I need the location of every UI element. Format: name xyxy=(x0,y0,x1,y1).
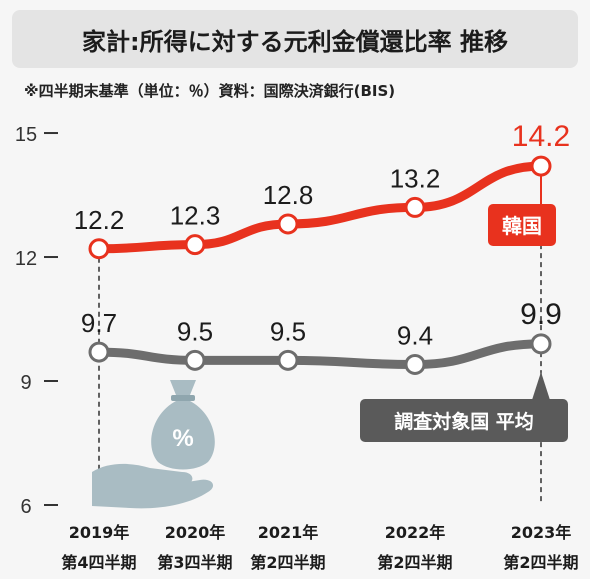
x-label-quarter: 第2四半期 xyxy=(250,553,325,572)
legend-box-korea xyxy=(488,204,556,246)
legend-label-korea: 韓国 xyxy=(502,214,542,238)
chart-title: 家計:所得に対する元利金償還比率 推移 xyxy=(82,27,508,56)
data-label: 9.9 xyxy=(520,298,562,331)
data-point xyxy=(530,155,552,177)
x-label-year: 2021年 xyxy=(258,523,319,542)
x-label-quarter: 第2四半期 xyxy=(377,553,452,572)
x-label-year: 2019年 xyxy=(69,523,130,542)
data-point xyxy=(404,353,426,375)
y-tick-label: 15 xyxy=(15,124,37,146)
y-tick-label: 9 xyxy=(20,372,31,394)
y-tick-label: 12 xyxy=(15,248,37,270)
series-line-average xyxy=(94,339,546,369)
data-label: 12.2 xyxy=(74,205,125,235)
vertical-guides xyxy=(98,226,542,505)
x-label-year: 2022年 xyxy=(385,523,446,542)
data-label: 13.2 xyxy=(390,163,441,193)
money-bag-hand-icon: % xyxy=(92,380,215,509)
data-label: 9.4 xyxy=(397,320,433,350)
x-label-year: 2023年 xyxy=(511,523,572,542)
legend-label-average: 調査対象国 平均 xyxy=(394,410,534,433)
data-point xyxy=(277,213,299,235)
data-point xyxy=(88,238,110,260)
data-point xyxy=(530,333,552,355)
y-axis: 15 12 9 6 xyxy=(15,124,58,518)
data-label: 12.3 xyxy=(170,201,221,231)
x-label-quarter: 第2四半期 xyxy=(503,553,578,572)
y-tick-label: 6 xyxy=(20,496,31,518)
svg-text:%: % xyxy=(172,425,193,452)
data-point xyxy=(277,349,299,371)
x-label-year: 2020年 xyxy=(165,523,226,542)
source-note: ※四半期末基準（単位：％）資料：国際決済銀行(BIS) xyxy=(24,82,396,100)
data-label: 9.5 xyxy=(270,316,306,346)
series-lines: 12.2 12.3 12.8 13.2 14.2 9.7 9.5 9.5 9.4 9.9 韓国調査対… xyxy=(74,120,570,442)
chart-title-bar: 家計:所得に対する元利金償還比率 推移 xyxy=(12,10,578,68)
data-label: 12.8 xyxy=(263,180,314,210)
data-point xyxy=(184,234,206,256)
data-point xyxy=(404,196,426,218)
legend-box-average xyxy=(360,399,568,442)
data-label: 14.2 xyxy=(512,120,570,153)
data-label: 9.5 xyxy=(177,316,213,346)
x-label-quarter: 第4四半期 xyxy=(61,553,136,572)
data-point xyxy=(184,349,206,371)
x-label-quarter: 第3四半期 xyxy=(157,553,232,572)
data-point xyxy=(88,341,110,363)
series-line-korea xyxy=(94,161,546,254)
legend-pointer xyxy=(532,372,550,400)
data-label: 9.7 xyxy=(81,308,117,338)
